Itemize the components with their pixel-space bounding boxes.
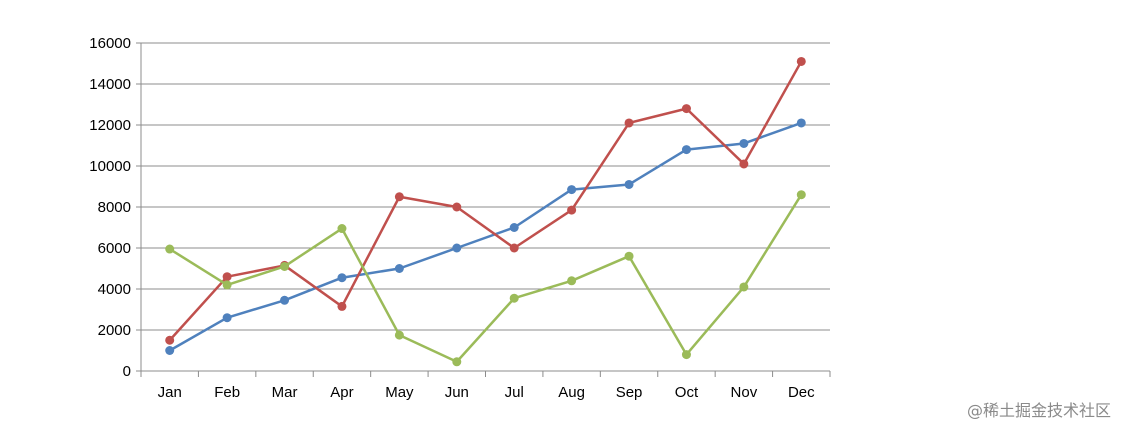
x-tick-label-jan: Jan (158, 384, 182, 401)
series-2-point-dec (796, 56, 806, 66)
y-tick-label-8000: 8000 (98, 199, 131, 216)
series-1-point-sep (624, 179, 634, 189)
series-2 (165, 56, 806, 345)
series-1-point-jan (165, 346, 175, 355)
series-1-point-apr (337, 273, 347, 283)
x-tick-label-oct: Oct (675, 384, 699, 401)
x-tick-label-may: May (385, 384, 414, 401)
series-2-point-sep (624, 118, 634, 128)
series-2-point-jun (452, 202, 462, 212)
series-1-point-oct (681, 145, 691, 155)
series-3-point-jul (509, 293, 519, 303)
series-3-point-mar (280, 261, 290, 271)
y-tick-label-4000: 4000 (98, 281, 131, 298)
gridlines (141, 42, 830, 331)
y-tick-label-10000: 10000 (89, 158, 131, 175)
series-1-point-may (394, 264, 404, 273)
x-tick-label-mar: Mar (272, 384, 298, 401)
x-tick-label-aug: Aug (558, 384, 585, 401)
series-1-point-dec (796, 118, 806, 128)
y-tick-label-14000: 14000 (89, 76, 131, 93)
series-3-point-dec (796, 190, 806, 200)
series-2-point-aug (567, 205, 577, 215)
axes (136, 42, 831, 377)
series-2-point-apr (337, 301, 347, 311)
series-lines (165, 56, 806, 367)
series-3-point-sep (624, 251, 634, 261)
y-tick-label-6000: 6000 (98, 240, 131, 257)
x-tick-label-jun: Jun (445, 384, 469, 401)
series-1-point-mar (280, 295, 290, 305)
series-1-line (169, 121, 802, 352)
series-3-point-apr (337, 224, 347, 234)
y-tick-label-0: 0 (123, 363, 131, 380)
series-2-line (168, 60, 803, 342)
series-2-point-oct (681, 104, 691, 114)
x-tick-label-feb: Feb (214, 384, 240, 401)
watermark: @稀土掘金技术社区 (966, 401, 1111, 420)
series-3-point-jun (452, 357, 462, 367)
series-3 (165, 190, 806, 367)
series-1-point-feb (222, 313, 232, 323)
series-2-point-jan (165, 335, 175, 345)
x-tick-label-dec: Dec (788, 384, 815, 401)
y-tick-labels: 0 2000 4000 6000 8000 10000 12000 14000 16000 (89, 35, 131, 380)
series-3-point-oct (681, 350, 691, 360)
y-tick-label-12000: 12000 (89, 117, 131, 134)
series-1-point-jul (509, 223, 519, 232)
series-3-line (169, 194, 803, 364)
series-1 (165, 118, 806, 355)
y-tick-label-16000: 16000 (89, 35, 131, 52)
series-2-point-may (394, 192, 404, 202)
x-tick-label-sep: Sep (616, 384, 643, 401)
series-3-point-aug (567, 276, 577, 286)
y-tick-label-2000: 2000 (98, 322, 131, 339)
series-1-point-nov (739, 138, 749, 148)
series-3-point-nov (739, 282, 749, 292)
series-1-point-aug (567, 185, 577, 195)
series-3-point-feb (222, 280, 232, 290)
series-3-point-jan (165, 244, 175, 254)
x-tick-labels: Jan Feb Mar Apr May Jun Jul Aug Sep Oct Nov Dec (158, 384, 816, 401)
x-tick-label-nov: Nov (731, 384, 758, 401)
series-1-point-jun (452, 243, 462, 253)
x-tick-label-apr: Apr (330, 384, 353, 401)
series-2-point-jul (509, 243, 519, 253)
series-3-point-may (394, 330, 404, 340)
x-tick-label-jul: Jul (505, 384, 524, 401)
series-2-point-nov (739, 159, 749, 169)
series-2-point-feb (222, 272, 232, 282)
